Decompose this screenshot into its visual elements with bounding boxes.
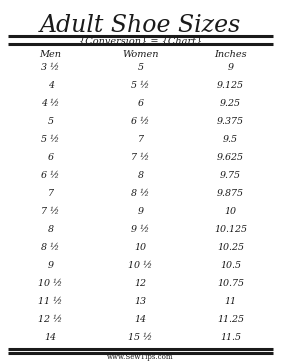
Text: 8 ½: 8 ½ (132, 189, 149, 198)
Text: 8 ½: 8 ½ (42, 243, 60, 252)
Text: 8: 8 (137, 171, 144, 180)
Text: 7 ½: 7 ½ (42, 207, 60, 216)
Text: 12: 12 (135, 279, 146, 288)
Text: 11.25: 11.25 (217, 315, 244, 324)
Text: 10: 10 (135, 243, 146, 252)
Text: 10 ½: 10 ½ (38, 279, 63, 288)
Text: {Conversion} = {Chart}: {Conversion} = {Chart} (79, 36, 202, 45)
Text: 5 ½: 5 ½ (132, 82, 149, 90)
Text: 9.75: 9.75 (220, 171, 241, 180)
Text: 9: 9 (227, 63, 234, 72)
Text: 6: 6 (47, 153, 54, 162)
Text: 5: 5 (137, 63, 144, 72)
Text: 9.25: 9.25 (220, 99, 241, 108)
Text: 6: 6 (137, 99, 144, 108)
Text: 15 ½: 15 ½ (128, 333, 153, 342)
Text: 9.375: 9.375 (217, 117, 244, 126)
Text: 5: 5 (47, 117, 54, 126)
Text: 11.5: 11.5 (220, 333, 241, 342)
Text: 9.875: 9.875 (217, 189, 244, 198)
Text: 7 ½: 7 ½ (132, 153, 149, 162)
Text: 8: 8 (47, 225, 54, 234)
Text: 9: 9 (137, 207, 144, 216)
Text: www.SewTips.com: www.SewTips.com (107, 353, 174, 361)
Text: 10.125: 10.125 (214, 225, 247, 234)
Text: Women: Women (122, 50, 159, 59)
Text: 11 ½: 11 ½ (38, 297, 63, 306)
Text: 4 ½: 4 ½ (42, 99, 60, 108)
Text: 9.625: 9.625 (217, 153, 244, 162)
Text: Men: Men (40, 50, 62, 59)
Text: 11: 11 (225, 297, 236, 306)
Text: 10.25: 10.25 (217, 243, 244, 252)
Text: 10.5: 10.5 (220, 261, 241, 270)
Text: 9 ½: 9 ½ (132, 225, 149, 234)
Text: 10.75: 10.75 (217, 279, 244, 288)
Text: 10 ½: 10 ½ (128, 261, 153, 270)
Text: 6 ½: 6 ½ (42, 171, 60, 180)
Text: 7: 7 (47, 189, 54, 198)
Text: Inches: Inches (214, 50, 247, 59)
Text: 14: 14 (135, 315, 146, 324)
Text: 3 ½: 3 ½ (42, 63, 60, 72)
Text: 10: 10 (225, 207, 236, 216)
Text: 4: 4 (47, 82, 54, 90)
Text: Adult Shoe Sizes: Adult Shoe Sizes (40, 14, 241, 37)
Text: 9.5: 9.5 (223, 135, 238, 145)
Text: 6 ½: 6 ½ (132, 117, 149, 126)
Text: 14: 14 (45, 333, 56, 342)
Text: 5 ½: 5 ½ (42, 135, 60, 145)
Text: 12 ½: 12 ½ (38, 315, 63, 324)
Text: 7: 7 (137, 135, 144, 145)
Text: 9: 9 (47, 261, 54, 270)
Text: 9.125: 9.125 (217, 82, 244, 90)
Text: 13: 13 (135, 297, 146, 306)
